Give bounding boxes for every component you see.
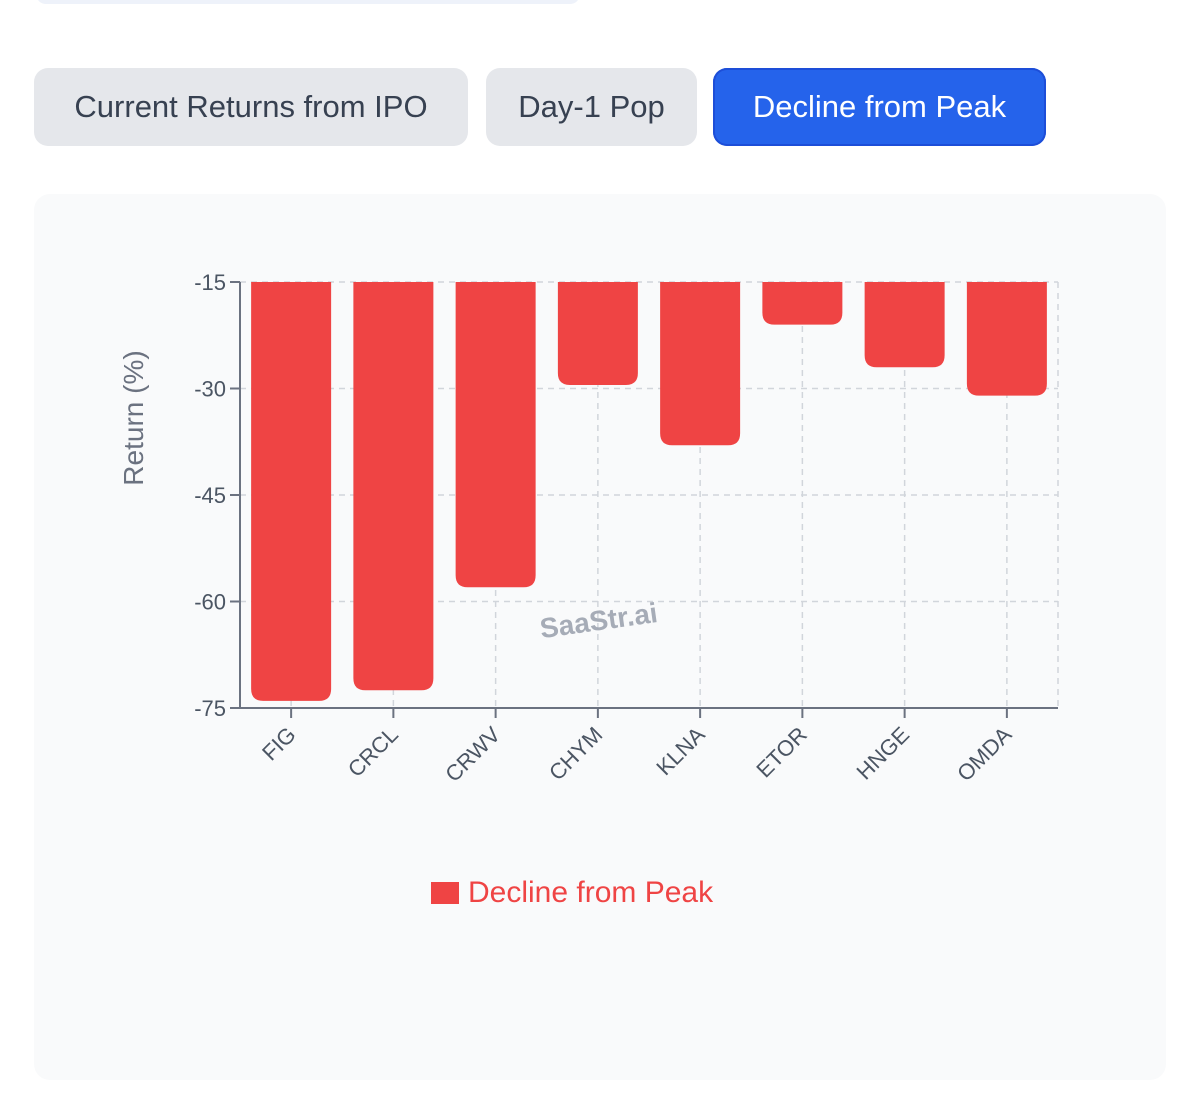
x-tick-label-crcl: CRCL [343, 722, 403, 782]
y-tick-labels: -15 -30 -45 -60 -75 [194, 270, 226, 721]
watermark: SaaStr.ai [538, 597, 659, 644]
bar-crcl[interactable] [353, 282, 434, 691]
y-tick-label: -75 [194, 696, 226, 721]
bar-hnge[interactable] [864, 282, 945, 368]
bar-fig[interactable] [251, 282, 332, 701]
y-tick-label: -30 [194, 377, 226, 402]
tab-decline-from-peak[interactable]: Decline from Peak [713, 68, 1046, 146]
bar-omda[interactable] [966, 282, 1047, 396]
legend: Decline from Peak [431, 876, 714, 909]
bar-klna[interactable] [660, 282, 741, 446]
y-tick-label: -15 [194, 270, 226, 295]
y-tick-label: -45 [194, 483, 226, 508]
y-axis-label: Return (%) [118, 350, 149, 485]
x-tick-label-etor: ETOR [751, 722, 812, 783]
x-tick-label-hnge: HNGE [852, 722, 915, 785]
x-tick-label-klna: KLNA [651, 722, 710, 781]
legend-swatch [431, 882, 459, 904]
axes [230, 281, 1058, 718]
tab-day1-pop[interactable]: Day-1 Pop [486, 68, 697, 146]
bar-crwv[interactable] [455, 282, 536, 588]
legend-label: Decline from Peak [468, 876, 714, 909]
y-tick-label: -60 [194, 590, 226, 615]
bars [251, 282, 1047, 701]
top-panel-edge [36, 0, 580, 4]
tab-current-returns[interactable]: Current Returns from IPO [34, 68, 468, 146]
x-tick-label-fig: FIG [257, 722, 301, 766]
x-tick-labels: FIG CRCL CRWV CHYM KLNA ETOR HNGE OMDA [257, 722, 1017, 787]
bar-etor[interactable] [762, 282, 843, 325]
bar-chart: -15 -30 -45 -60 -75 FIG CRCL CRWV CHYM KLNA ETOR H… [118, 270, 1059, 909]
bar-chym[interactable] [557, 282, 638, 385]
x-tick-label-crwv: CRWV [440, 722, 505, 787]
x-tick-label-omda: OMDA [952, 722, 1017, 787]
x-tick-label-chym: CHYM [544, 722, 607, 785]
chart-panel: -15 -30 -45 -60 -75 FIG CRCL CRWV CHYM KLNA ETOR H… [34, 194, 1166, 1080]
